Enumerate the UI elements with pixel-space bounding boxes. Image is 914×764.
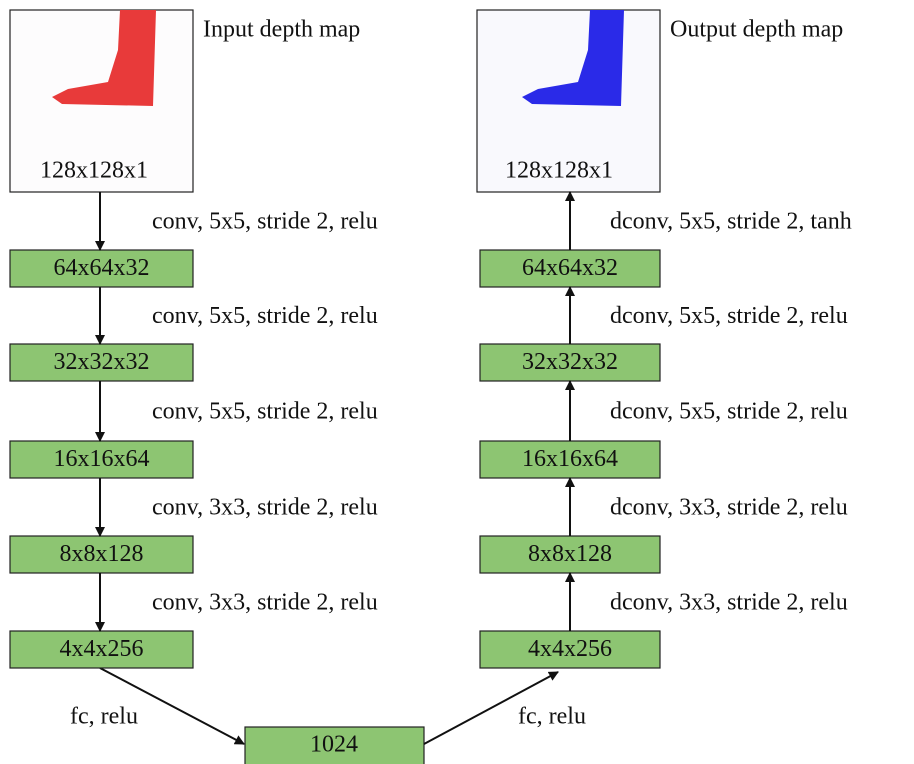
fc-label: fc, relu	[518, 704, 586, 730]
op-label: conv, 3x3, stride 2, relu	[152, 495, 378, 521]
op-label: conv, 5x5, stride 2, relu	[152, 399, 378, 425]
fc-label: fc, relu	[70, 704, 138, 730]
input-size: 128x128x1	[40, 158, 148, 184]
layer-label: 32x32x32	[54, 349, 150, 375]
layer-label: 32x32x32	[522, 349, 618, 375]
layer-label: 8x8x128	[60, 541, 144, 567]
output-title: Output depth map	[670, 17, 843, 43]
layer-label: 16x16x64	[522, 446, 618, 472]
op-label: conv, 3x3, stride 2, relu	[152, 590, 378, 616]
layer-label: 4x4x256	[528, 636, 612, 662]
op-label: conv, 5x5, stride 2, relu	[152, 209, 378, 235]
layer-label: 64x64x32	[522, 255, 618, 281]
op-label: dconv, 3x3, stride 2, relu	[610, 495, 848, 521]
op-label: dconv, 5x5, stride 2, relu	[610, 399, 848, 425]
op-label: conv, 5x5, stride 2, relu	[152, 303, 378, 329]
layer-label: 8x8x128	[528, 541, 612, 567]
layer-label: 16x16x64	[54, 446, 150, 472]
op-label: dconv, 3x3, stride 2, relu	[610, 590, 848, 616]
bottleneck-label: 1024	[310, 732, 358, 758]
op-label: dconv, 5x5, stride 2, relu	[610, 303, 848, 329]
input-title: Input depth map	[203, 17, 360, 43]
layer-label: 64x64x32	[54, 255, 150, 281]
op-label: dconv, 5x5, stride 2, tanh	[610, 209, 852, 235]
diagram: 128x128x1 Input depth map 128x128x1 Outp…	[0, 0, 914, 764]
output-size: 128x128x1	[505, 158, 613, 184]
layer-label: 4x4x256	[60, 636, 144, 662]
